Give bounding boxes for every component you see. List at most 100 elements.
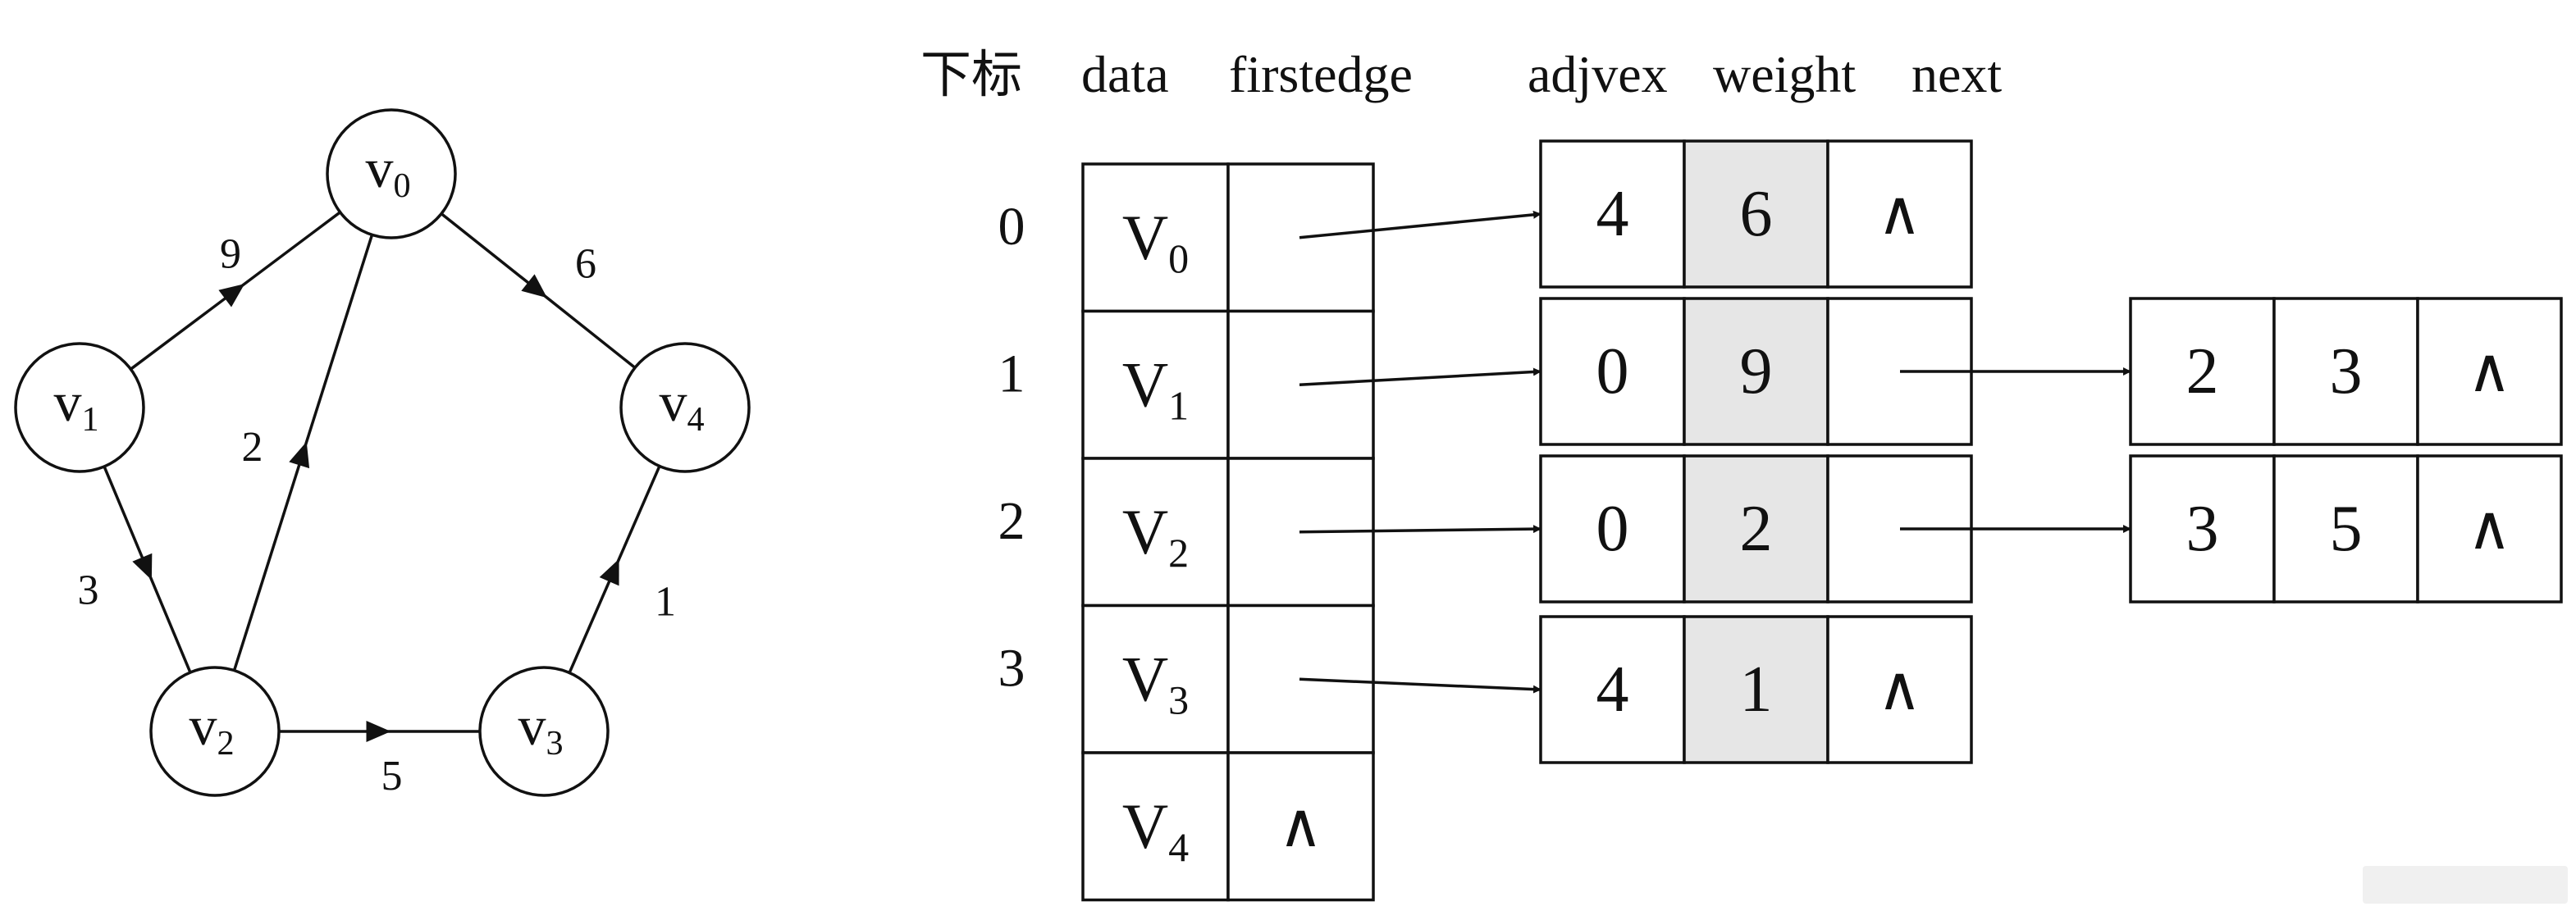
node-label: v4 <box>659 371 704 439</box>
header-next: next <box>1911 45 2002 103</box>
vertex-row-4: V4 ∧ <box>1081 751 1375 902</box>
header-adjvex: adjvex <box>1528 45 1668 103</box>
header-data: data <box>1081 45 1169 103</box>
edge-node-row-3: 4 1 ∧ <box>1539 615 1973 764</box>
next-cell <box>1826 139 1973 289</box>
adjvex-value: 0 <box>1596 335 1629 408</box>
node-circle <box>14 342 145 473</box>
edge-v2-v3: 5 <box>279 721 480 799</box>
weight-cell <box>1683 297 1829 446</box>
null-pointer-symbol: ∧ <box>1877 656 1921 723</box>
edge-arrowhead <box>132 553 153 581</box>
node-circle <box>478 666 610 797</box>
edge-arrowhead <box>289 441 310 469</box>
firstedge-pointer-arrow <box>1299 210 1541 239</box>
edge-arrowhead <box>521 274 547 298</box>
null-pointer-symbol: ∧ <box>1877 180 1921 248</box>
vertex-row-3: 3 V3 <box>998 604 1375 754</box>
vertex-label: V2 <box>1122 496 1189 576</box>
graph-node-v2: v2 <box>149 666 281 797</box>
edge-node-row-0: 4 6 ∧ <box>1539 139 1973 289</box>
watermark <box>2363 866 2568 904</box>
adjvex-value: 2 <box>2186 335 2219 408</box>
row-index: 0 <box>998 197 1025 257</box>
weight-value: 5 <box>2330 493 2363 565</box>
edge-node-row-2-next: 3 5 ∧ <box>2129 454 2563 604</box>
node-circle <box>149 666 281 797</box>
weight-value: 3 <box>2330 335 2363 408</box>
vertex-label: V0 <box>1122 202 1189 281</box>
null-pointer-symbol: ∧ <box>2467 495 2511 563</box>
edge-weight-label: 2 <box>242 424 263 471</box>
node-circle <box>326 108 457 239</box>
weight-cell <box>2272 297 2419 446</box>
edge-weight-label: 3 <box>78 567 99 614</box>
adjvex-value: 3 <box>2186 493 2219 565</box>
row-index: 3 <box>998 638 1025 698</box>
adjvex-cell <box>2129 297 2276 446</box>
vertex-label: V3 <box>1122 643 1189 722</box>
firstedge-pointer-arrow <box>1299 525 1541 534</box>
node-circle <box>619 342 751 473</box>
vertex-table: 0 V0 1 V1 2 V2 3 V3 V4 ∧ <box>998 162 1375 902</box>
node-label: v0 <box>365 137 410 205</box>
weight-cell <box>2272 454 2419 604</box>
adjvex-cell <box>1539 454 1686 604</box>
edge-weight-label: 6 <box>575 241 596 288</box>
edge-arrowhead <box>218 284 245 307</box>
edge-v2-v0: 2 <box>232 234 374 672</box>
graph-node-v1: v1 <box>14 342 145 473</box>
edge-arrowhead <box>599 558 619 586</box>
adjacency-list: 下标 data firstedge adjvex weight next 0 V0… <box>920 44 2563 902</box>
weight-value: 9 <box>1740 335 1773 408</box>
row-index: 1 <box>998 344 1025 403</box>
node-label: v3 <box>518 695 563 763</box>
adjvex-value: 0 <box>1596 493 1629 565</box>
edge-weight-label: 1 <box>655 579 676 626</box>
adjvex-value: 4 <box>1596 178 1629 250</box>
graph-node-v4: v4 <box>619 342 751 473</box>
weight-value: 1 <box>1740 654 1773 726</box>
edge-weight-label: 5 <box>381 753 403 799</box>
firstedge-cell <box>1226 751 1375 902</box>
next-cell <box>2416 297 2563 446</box>
weight-cell <box>1683 615 1829 764</box>
node-label: v2 <box>189 695 234 763</box>
header-index: 下标 <box>920 44 1022 104</box>
weight-value: 2 <box>1740 493 1773 565</box>
edge-v0-v4: 6 <box>440 212 637 369</box>
graph-node-v0: v0 <box>326 108 457 239</box>
vertex-row-0: 0 V0 <box>998 162 1375 313</box>
edge-v1-v2: 3 <box>78 466 192 673</box>
edge-arrowhead <box>366 721 391 742</box>
column-headers: 下标 data firstedge adjvex weight next <box>920 44 2002 104</box>
data-cell <box>1081 604 1230 754</box>
header-weight: weight <box>1713 45 1856 103</box>
vertex-row-1: 1 V1 <box>998 309 1375 460</box>
header-firstedge: firstedge <box>1229 45 1413 103</box>
node-label: v1 <box>53 371 98 439</box>
adjvex-cell <box>1539 615 1686 764</box>
adjvex-cell <box>1539 139 1686 289</box>
directed-graph: 9 6 2 3 5 1 v0 v1 v2 v3 v4 <box>14 108 751 799</box>
null-pointer-symbol: ∧ <box>2467 338 2511 405</box>
graph-nodes: v0 v1 v2 v3 v4 <box>14 108 751 797</box>
next-cell <box>2416 454 2563 604</box>
null-pointer-symbol: ∧ <box>1278 793 1322 860</box>
edge-node-row-1-next: 2 3 ∧ <box>2129 297 2563 446</box>
edge-v3-v4: 1 <box>568 465 676 674</box>
adjvex-cell <box>2129 454 2276 604</box>
edge-v1-v0: 9 <box>130 211 341 371</box>
graph-edges: 9 6 2 3 5 1 <box>78 211 676 799</box>
adjvex-value: 4 <box>1596 654 1629 726</box>
next-cell <box>1826 615 1973 764</box>
vertex-label: V1 <box>1122 348 1189 428</box>
firstedge-pointer-arrow <box>1299 677 1541 694</box>
vertex-label: V4 <box>1122 790 1189 870</box>
row-index: 2 <box>998 491 1025 551</box>
weight-cell <box>1683 139 1829 289</box>
edge-weight-label: 9 <box>220 231 241 278</box>
graph-node-v3: v3 <box>478 666 610 797</box>
weight-cell <box>1683 454 1829 604</box>
